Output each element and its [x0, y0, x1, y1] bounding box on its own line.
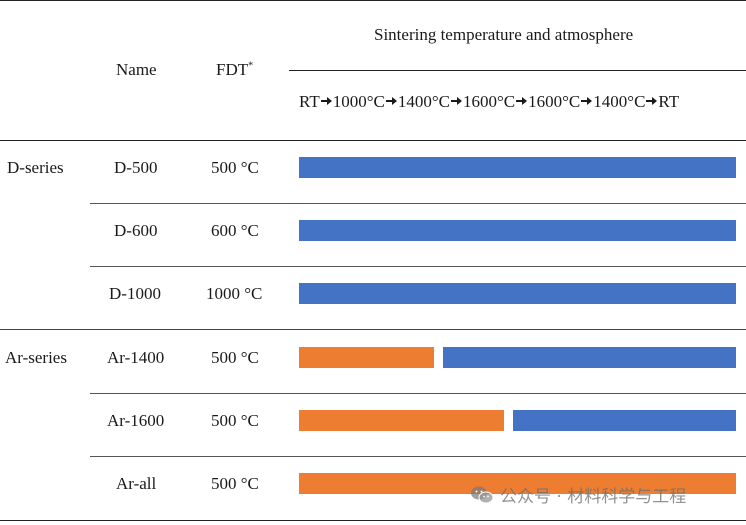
- row-fdt: 500 °C: [211, 158, 259, 177]
- arrow-right-icon: [646, 96, 658, 106]
- row-name: Ar-all: [116, 474, 157, 493]
- series-label-d: D-series: [7, 158, 64, 177]
- step-label: RT: [658, 92, 680, 111]
- bar-track-d-1000: [299, 283, 736, 304]
- row-divider: [90, 266, 746, 267]
- header-sintering: Sintering temperature and atmosphere: [374, 25, 634, 44]
- arrow-right-icon: [581, 96, 593, 106]
- row-name: Ar-1600: [107, 411, 165, 430]
- bar-track-ar-1400: [299, 347, 736, 368]
- bar-segment-orange: [299, 410, 505, 431]
- group-divider: [0, 329, 746, 330]
- bar-segment-orange: [299, 473, 736, 494]
- header-name: Name: [116, 60, 157, 79]
- bar-segment-blue: [299, 220, 736, 241]
- row-name: D-500: [114, 158, 158, 177]
- header-fdt: FDT*: [216, 60, 254, 79]
- arrow-right-icon: [450, 96, 462, 106]
- bar-track-ar-all: [299, 473, 736, 494]
- bar-segment-orange: [299, 347, 435, 368]
- arrow-right-icon: [516, 96, 528, 106]
- row-fdt: 500 °C: [211, 348, 259, 367]
- wechat-icon: [471, 486, 494, 503]
- row-fdt: 1000 °C: [206, 284, 263, 303]
- step-label: 1600°C: [528, 92, 581, 111]
- row-fdt: 500 °C: [211, 411, 259, 430]
- row-fdt: 500 °C: [211, 474, 259, 493]
- step-label: 1400°C: [593, 92, 646, 111]
- watermark-text: 公众号 · 材料科学与工程: [500, 487, 687, 507]
- bar-track-d-500: [299, 157, 736, 178]
- watermark: 公众号 · 材料科学与工程: [470, 482, 686, 507]
- step-label: 1600°C: [462, 92, 516, 111]
- row-name: Ar-1400: [107, 348, 165, 367]
- bar-track-d-600: [299, 220, 736, 241]
- arrow-right-icon: [385, 96, 397, 106]
- row-fdt: 600 °C: [211, 221, 259, 240]
- row-divider: [90, 203, 746, 204]
- bar-segment-blue: [513, 410, 736, 431]
- step-label: 1000°C: [332, 92, 385, 111]
- step-label: RT: [299, 92, 320, 111]
- row-divider: [90, 456, 746, 457]
- header-sub-rule: [289, 70, 746, 71]
- step-label: 1400°C: [397, 92, 450, 111]
- series-label-ar: Ar-series: [5, 348, 67, 367]
- bar-track-ar-1600: [299, 410, 736, 431]
- bar-segment-blue: [443, 347, 736, 368]
- arrow-right-icon: [320, 96, 332, 106]
- bar-segment-blue: [299, 157, 736, 178]
- row-name: D-600: [114, 221, 158, 240]
- row-divider: [90, 393, 746, 394]
- header-step-sequence: RT 1000°C 1400°C 1600°C 1600°C 1400°C RT: [299, 92, 679, 112]
- bar-segment-blue: [299, 283, 736, 304]
- table-top-rule: [0, 0, 746, 1]
- header-bottom-rule: [0, 140, 746, 141]
- table-bottom-rule: [0, 520, 746, 521]
- row-name: D-1000: [109, 284, 161, 303]
